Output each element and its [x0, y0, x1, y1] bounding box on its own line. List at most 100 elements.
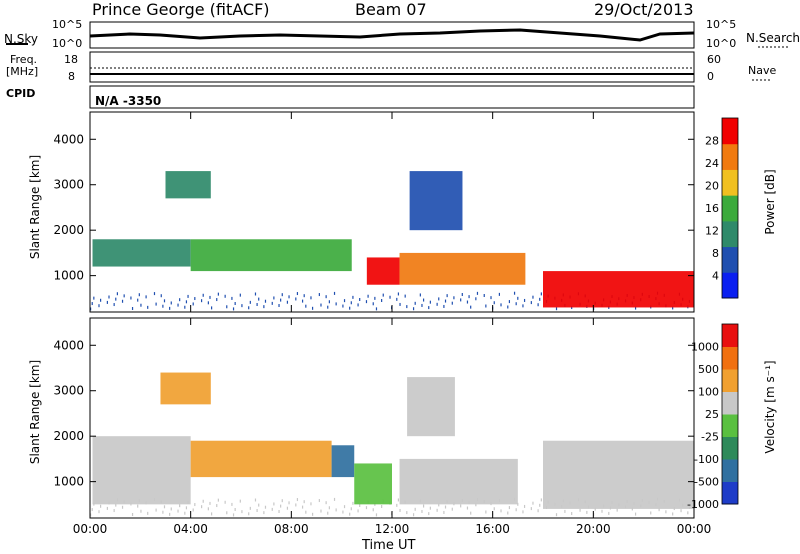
noise-pixel — [530, 507, 532, 511]
noise-pixel — [310, 296, 312, 300]
noise-pixel — [466, 506, 469, 510]
noise-pixel — [397, 292, 400, 296]
colorbar-swatch — [722, 272, 738, 299]
freq-panel-frame — [89, 51, 695, 83]
noise-pixel — [422, 298, 425, 302]
noise-pixel — [414, 301, 416, 305]
noise-pixel — [650, 511, 652, 515]
noise-pixel — [278, 304, 280, 307]
noise-pixel — [273, 296, 275, 300]
noise-pixel — [295, 297, 297, 301]
noise-pixel — [349, 512, 351, 516]
noise-pixel — [202, 293, 204, 297]
noise-pixel — [460, 298, 462, 302]
noise-pixel — [91, 508, 93, 512]
noise-pixel — [241, 304, 243, 308]
noise-pixel — [522, 510, 524, 514]
noise-pixel — [239, 499, 241, 503]
scatter-region — [543, 271, 694, 308]
nave-label: Nave — [748, 64, 777, 77]
noise-pixel — [517, 296, 519, 300]
noise-pixel — [264, 299, 267, 303]
noise-pixel — [438, 503, 440, 507]
noise-pixel — [680, 509, 682, 513]
noise-pixel — [375, 307, 378, 311]
noise-pixel — [555, 307, 558, 311]
noise-pixel — [470, 305, 472, 309]
noise-pixel — [540, 498, 542, 502]
nsky-label: N.Sky — [4, 32, 39, 46]
colorbar-tick-label: 28 — [705, 135, 719, 148]
noise-pixel — [263, 305, 265, 309]
noise-pixel — [248, 306, 250, 310]
nsky-tick-high: 10^5 — [52, 18, 83, 31]
velocity-panel — [90, 372, 694, 517]
xtick-label: 20:00 — [576, 522, 611, 536]
noise-pixel — [147, 305, 149, 309]
noise-pixel — [207, 301, 209, 305]
noise-pixel — [634, 512, 637, 516]
noise-pixel — [286, 300, 289, 304]
colorbar-tick-label: 500 — [698, 363, 719, 376]
noise-pixel — [303, 500, 305, 504]
noise-pixel — [687, 511, 689, 515]
scatter-region — [190, 440, 332, 478]
colorbar-swatch — [722, 220, 738, 248]
noise-pixel — [335, 302, 337, 306]
noise-pixel — [381, 505, 383, 508]
noise-pixel — [177, 509, 179, 513]
power-panel — [90, 171, 694, 311]
station-title: Prince George (fitACF) — [92, 0, 270, 19]
noise-pixel — [256, 303, 258, 306]
noise-pixel — [475, 503, 477, 507]
noise-pixel — [241, 510, 243, 514]
noise-pixel — [436, 508, 438, 512]
nsky-tick-low: 10^0 — [52, 37, 83, 50]
noise-pixel — [163, 299, 166, 303]
noise-pixel — [404, 294, 406, 298]
colorbar-swatch — [722, 369, 738, 392]
velocity-colorbar-label: Velocity [m s⁻¹] — [763, 360, 777, 454]
noise-pixel — [226, 305, 228, 309]
noise-pixel — [280, 504, 282, 508]
noise-pixel — [453, 296, 455, 300]
noise-pixel — [202, 499, 204, 503]
noise-pixel — [365, 506, 368, 510]
noise-pixel — [155, 508, 157, 512]
noise-pixel — [327, 511, 329, 515]
noise-pixel — [280, 298, 282, 302]
noise-pixel — [273, 502, 275, 506]
noise-pixel — [342, 304, 344, 308]
colorbar-swatch — [722, 436, 738, 460]
colorbar-tick-label: -100 — [694, 453, 719, 466]
noise-pixel — [209, 295, 211, 299]
noise-pixel — [278, 510, 280, 513]
noise-pixel — [194, 503, 196, 507]
colorbar-tick-label: 12 — [705, 225, 719, 238]
noise-pixel — [147, 511, 149, 515]
noise-pixel — [217, 498, 219, 502]
noise-pixel — [594, 507, 596, 511]
noise-pixel — [249, 506, 251, 510]
ytick-label: 3000 — [53, 384, 84, 398]
noise-pixel — [232, 307, 235, 311]
colorbar-swatch — [722, 459, 738, 482]
noise-pixel — [571, 306, 573, 310]
noise-pixel — [209, 501, 211, 505]
xtick-label: 08:00 — [274, 522, 309, 536]
noise-pixel — [396, 503, 398, 507]
cpid-panel-frame — [89, 85, 695, 109]
noise-pixel — [116, 292, 118, 296]
noise-pixel — [187, 294, 189, 298]
noise-pixel — [352, 501, 354, 505]
noise-pixel — [399, 302, 401, 306]
noise-pixel — [412, 307, 415, 311]
noise-pixel — [493, 507, 495, 511]
noise-pixel — [412, 513, 415, 517]
noise-pixel — [389, 295, 391, 299]
noise-pixel — [169, 512, 171, 516]
noise-pixel — [200, 505, 203, 509]
noise-pixel — [320, 303, 322, 307]
noise-pixel — [123, 294, 125, 298]
